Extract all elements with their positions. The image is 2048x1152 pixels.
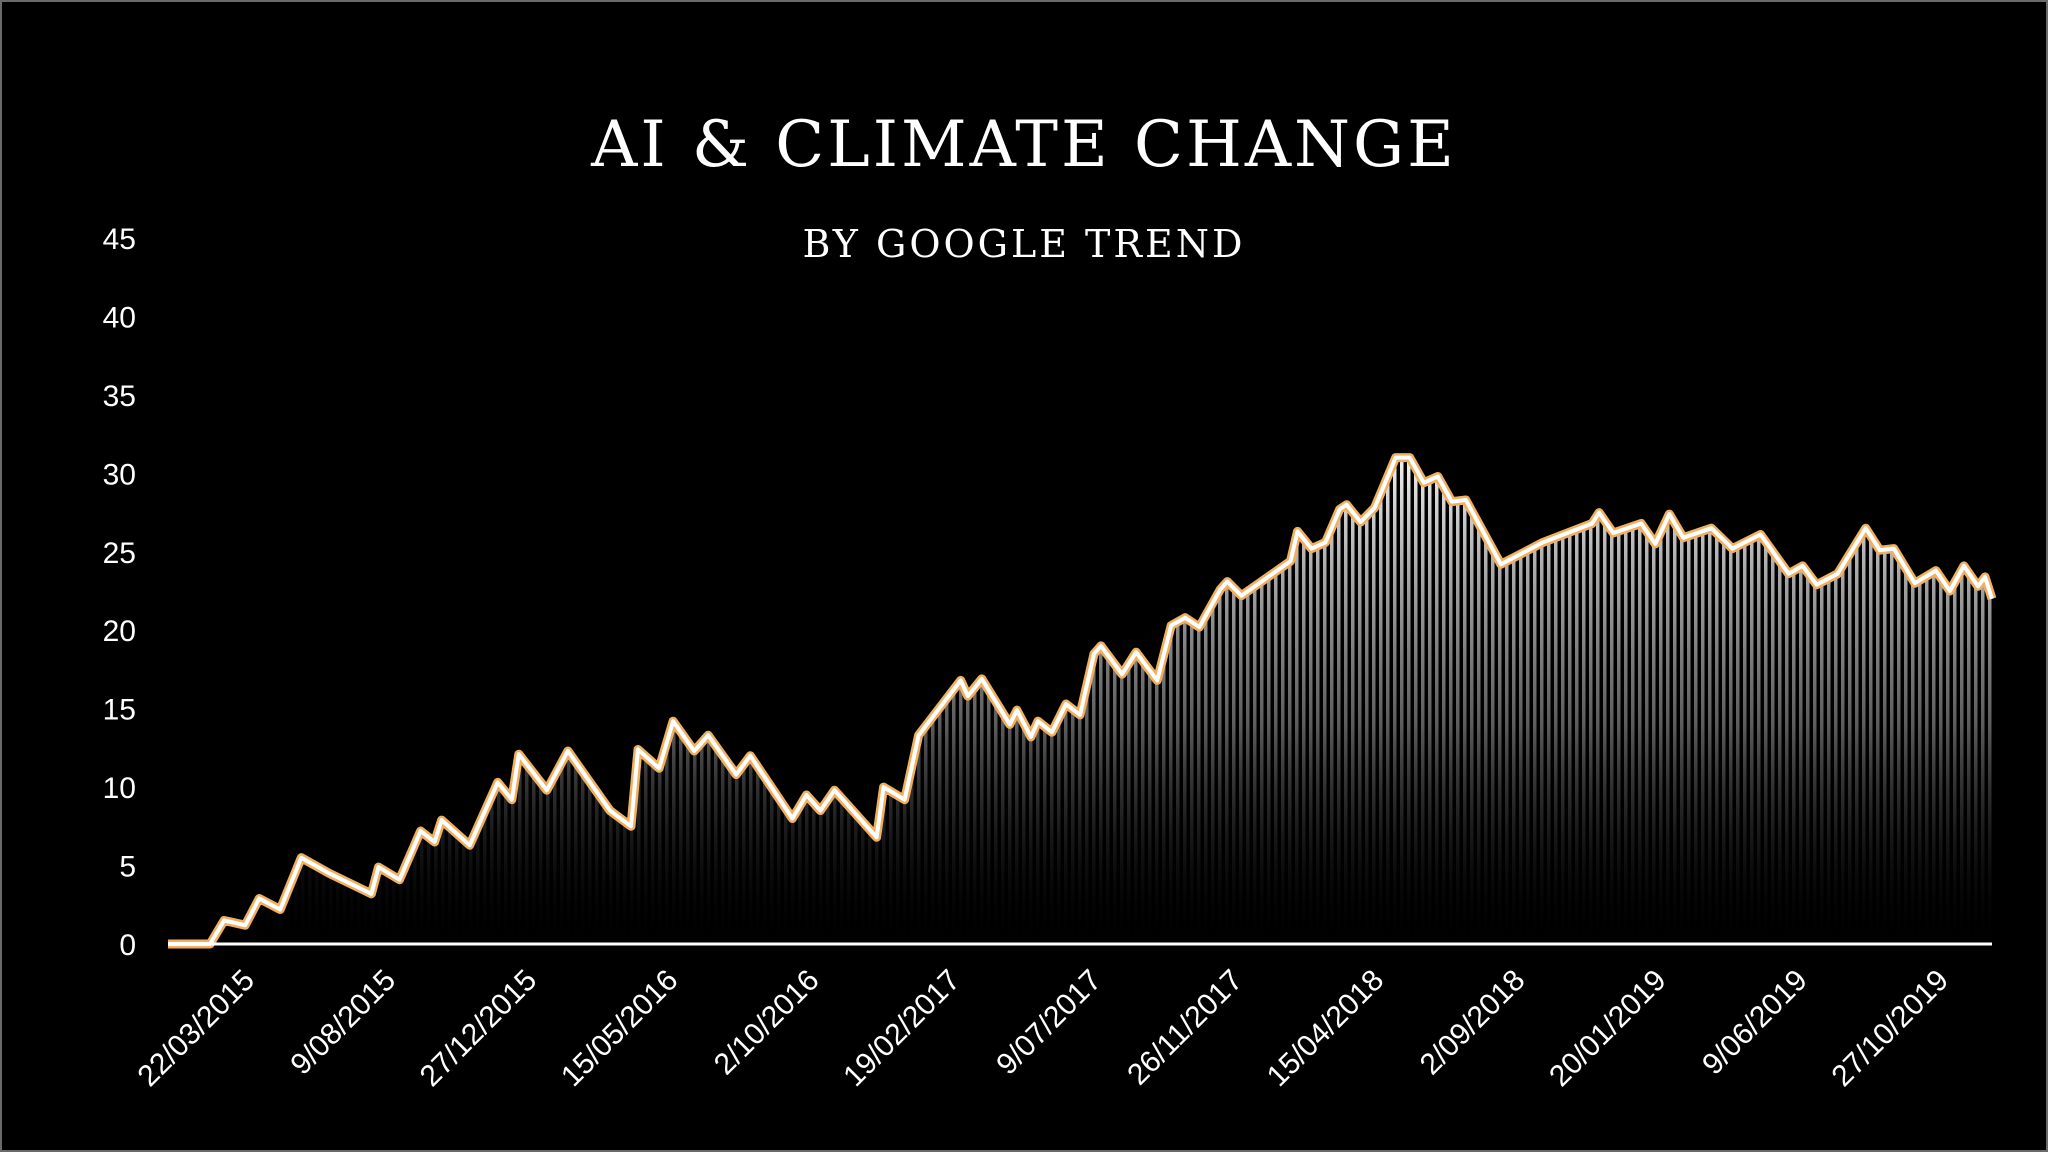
y-tick-label: 5 — [119, 851, 136, 884]
y-tick-label: 45 — [103, 223, 136, 256]
y-tick-label: 25 — [103, 537, 136, 570]
chart-subtitle: BY GOOGLE TREND — [802, 222, 1246, 266]
y-tick-label: 35 — [103, 380, 136, 413]
x-tick-label: 2/10/2016 — [708, 964, 826, 1082]
y-tick-label: 0 — [119, 929, 136, 962]
x-tick-label: 27/10/2019 — [1825, 964, 1955, 1094]
y-axis-ticks: 0 5 10 15 20 25 30 35 40 45 — [103, 223, 136, 962]
y-tick-label: 10 — [103, 772, 136, 805]
x-tick-label: 15/05/2016 — [555, 964, 685, 1094]
x-tick-label: 9/06/2019 — [1696, 964, 1814, 1082]
x-tick-label: 22/03/2015 — [131, 964, 261, 1094]
y-tick-label: 15 — [103, 694, 136, 727]
y-tick-label: 30 — [103, 458, 136, 491]
x-tick-label: 27/12/2015 — [414, 964, 544, 1094]
series-line — [168, 455, 1994, 946]
y-tick-label: 20 — [103, 615, 136, 648]
x-tick-label: 20/01/2019 — [1543, 964, 1673, 1094]
chart-title: AI & CLIMATE CHANGE — [591, 108, 1457, 182]
x-tick-label: 2/09/2018 — [1414, 964, 1532, 1082]
x-tick-label: 15/04/2018 — [1261, 964, 1391, 1094]
y-tick-label: 40 — [103, 301, 136, 334]
x-tick-label: 19/02/2017 — [837, 964, 967, 1094]
x-tick-label: 9/07/2017 — [990, 964, 1108, 1082]
x-tick-label: 9/08/2015 — [284, 964, 402, 1082]
x-axis-ticks: 22/03/2015 9/08/2015 27/12/2015 15/05/2016 2… — [131, 964, 1955, 1094]
x-tick-label: 26/11/2017 — [1121, 964, 1249, 1092]
